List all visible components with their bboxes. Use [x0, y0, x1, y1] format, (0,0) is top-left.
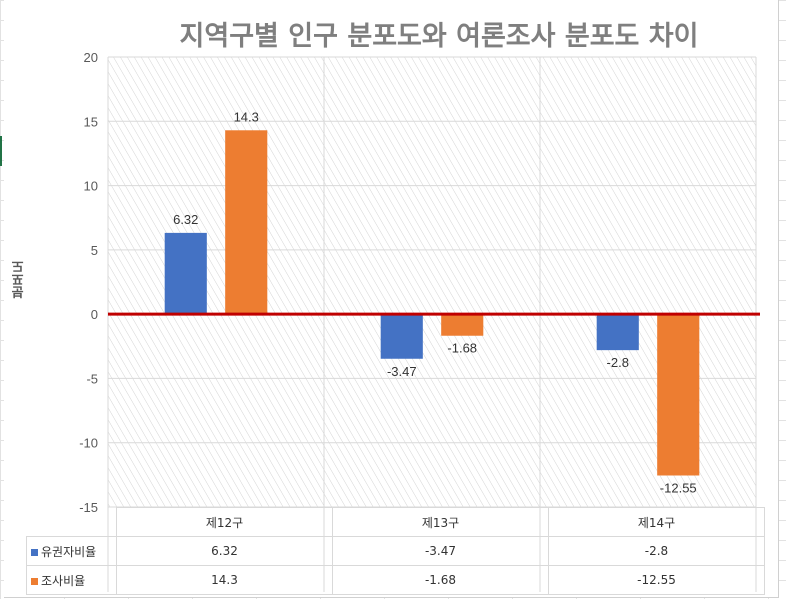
y-tick-label: -5: [86, 371, 98, 386]
data-label: -3.47: [387, 364, 417, 379]
table-cell: -12.55: [548, 565, 765, 595]
table-cell: -2.8: [548, 536, 765, 566]
legend-entry[interactable]: 조사비율: [26, 565, 117, 595]
data-table: 제12구 제13구 제14구 유권자비율 6.32 -3.47 -2.8 조사비…: [26, 507, 765, 595]
bar: [225, 130, 268, 315]
y-tick-label: 10: [84, 179, 98, 194]
bar: [380, 314, 423, 359]
table-header-cat: 제13구: [332, 507, 549, 537]
bar: [164, 232, 207, 315]
table-corner: [26, 507, 117, 537]
data-label: -1.68: [447, 341, 477, 356]
table-row: 유권자비율 6.32 -3.47 -2.8: [26, 536, 765, 566]
chart-title[interactable]: 지역구별 인구 분포도와 여론조사 분포도 차이: [179, 21, 699, 52]
table-cell: -3.47: [332, 536, 549, 566]
legend-label: 유권자비율: [41, 544, 97, 559]
bar: [441, 314, 484, 336]
data-label: -2.8: [607, 355, 629, 370]
y-tick-label: 0: [91, 307, 98, 322]
table-cell: 6.32: [116, 536, 333, 566]
table-cell: 14.3: [116, 565, 333, 595]
data-label: 14.3: [234, 109, 259, 124]
table-cell: -1.68: [332, 565, 549, 595]
y-tick-label: 5: [91, 243, 98, 258]
cell-selection-marker: [0, 136, 2, 166]
legend-label: 조사비율: [41, 573, 86, 588]
y-tick-label: 15: [84, 114, 98, 129]
legend-swatch: [31, 548, 38, 556]
plot-background: [108, 57, 756, 507]
legend-swatch: [31, 577, 38, 585]
data-label: 6.32: [173, 212, 198, 227]
table-header-cat: 제12구: [116, 507, 333, 537]
table-header-row: 제12구 제13구 제14구: [26, 507, 765, 537]
bar: [657, 314, 700, 476]
chart-area[interactable]: 지역구별 인구 분포도와 여론조사 분포도 차이 분포도 -15 -10 -5 0 5 1…: [4, 0, 779, 598]
y-tick-label: 20: [84, 50, 98, 65]
plot-area[interactable]: -15-10-5051015206.3214.3-3.47-1.68-2.8-1…: [4, 0, 778, 597]
table-header-cat: 제14구: [548, 507, 765, 537]
table-row: 조사비율 14.3 -1.68 -12.55: [26, 565, 765, 595]
bar: [596, 314, 639, 351]
y-tick-label: -10: [79, 436, 98, 451]
data-label: -12.55: [660, 481, 697, 496]
legend-entry[interactable]: 유권자비율: [26, 536, 117, 566]
